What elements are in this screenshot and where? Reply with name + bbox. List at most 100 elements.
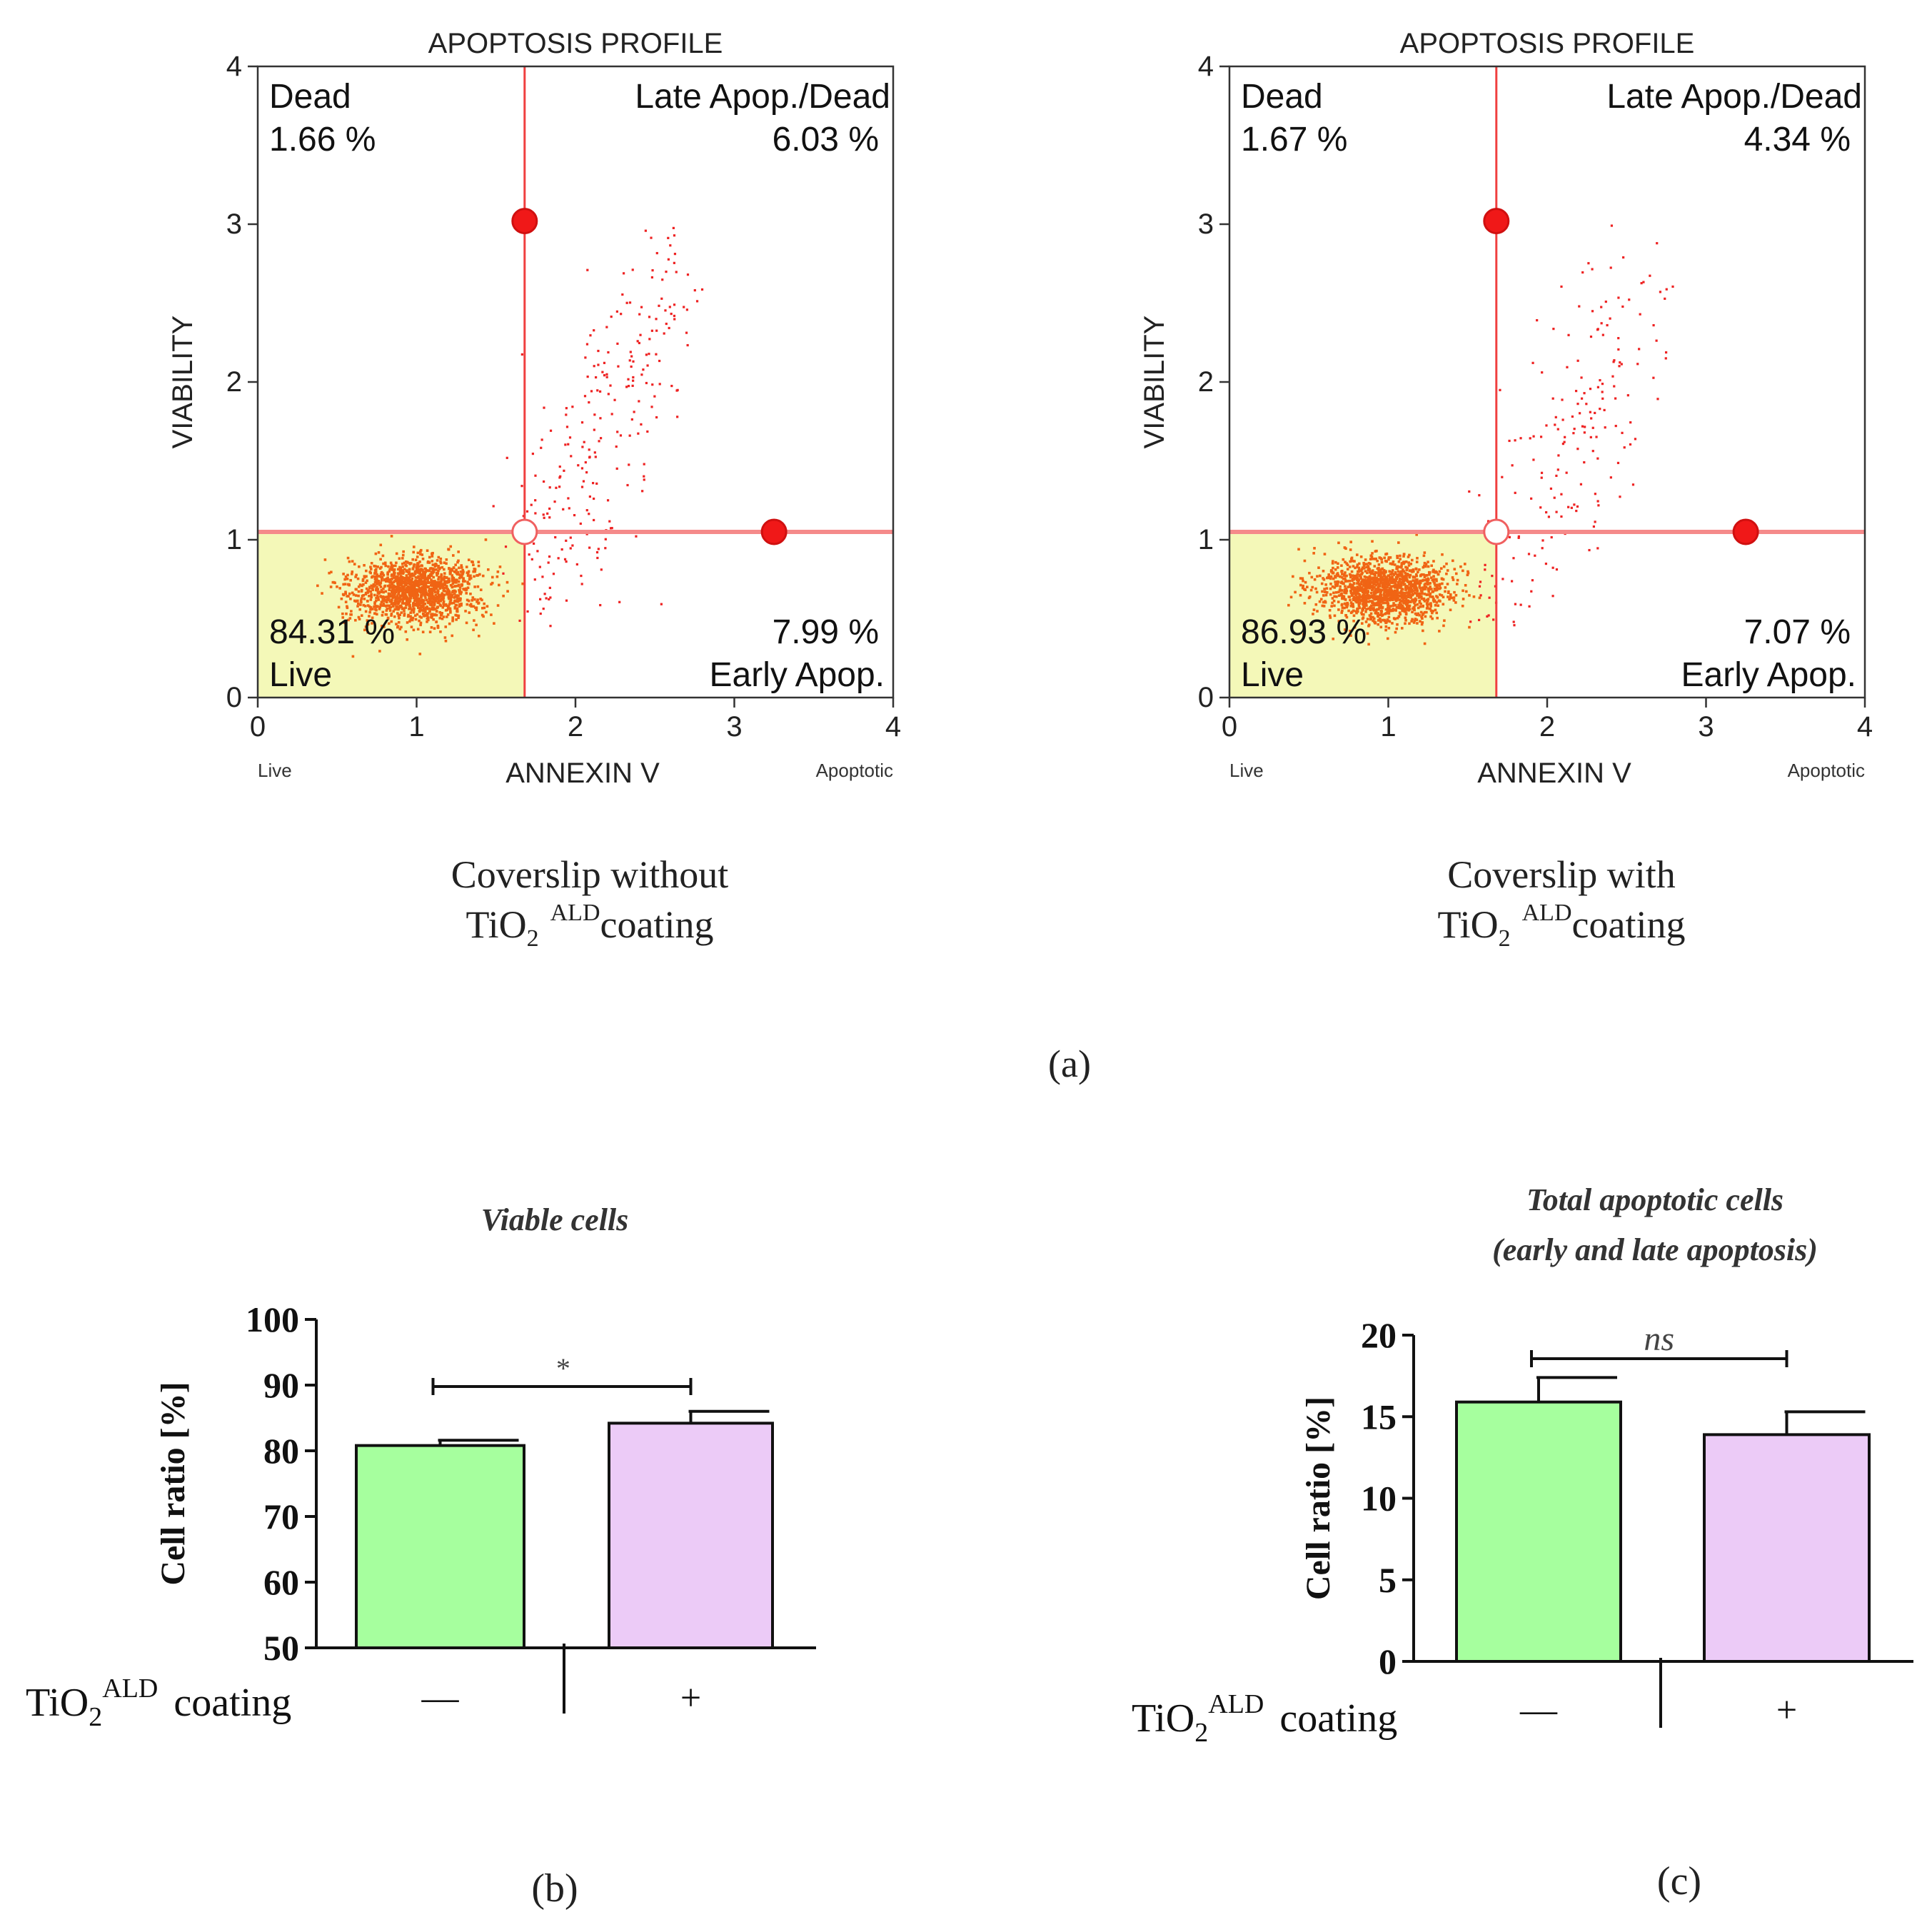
event-dot-live — [1419, 605, 1422, 608]
event-dot-live — [1405, 573, 1408, 577]
event-dot-live — [401, 600, 404, 603]
event-dot-live — [1333, 614, 1337, 618]
event-dot-live — [1427, 565, 1430, 568]
event-dot-live — [428, 567, 432, 570]
event-dot-live — [1387, 615, 1391, 619]
event-dot-live — [1468, 594, 1471, 597]
event-dot-live — [1358, 602, 1362, 605]
event-dot-live — [419, 623, 422, 627]
event-dot-live — [1409, 585, 1413, 588]
event-dot-live — [1404, 585, 1408, 588]
y-tick-label: 60 — [263, 1562, 299, 1602]
event-dot-live — [1337, 590, 1340, 594]
event-dot-apoptotic — [635, 535, 638, 538]
event-dot-apoptotic — [1567, 333, 1570, 336]
event-dot-live — [408, 568, 411, 571]
event-dot-live — [1376, 583, 1379, 585]
event-dot-live — [1394, 583, 1397, 585]
event-dot-live — [374, 570, 378, 574]
event-dot-live — [1403, 583, 1406, 586]
event-dot-apoptotic — [1614, 397, 1617, 400]
event-dot-apoptotic — [1591, 450, 1594, 453]
event-dot-live — [366, 623, 370, 626]
event-dot-live — [357, 615, 361, 619]
event-dot-apoptotic — [1655, 339, 1658, 342]
event-dot-live — [1426, 581, 1429, 585]
event-dot-live — [371, 616, 374, 620]
event-dot-apoptotic — [546, 512, 549, 515]
event-dot-apoptotic — [1556, 468, 1559, 471]
event-dot-live — [1411, 618, 1414, 621]
event-dot-live — [1401, 581, 1404, 585]
event-dot-live — [1384, 570, 1387, 574]
sample-caption-line1: Coverslip without — [451, 853, 729, 896]
event-dot-apoptotic — [1601, 397, 1604, 400]
event-dot-live — [1375, 602, 1378, 605]
event-dot-live — [1399, 574, 1402, 578]
event-dot-live — [423, 572, 427, 575]
event-dot-live — [1403, 599, 1407, 603]
event-dot-live — [1439, 567, 1443, 570]
event-dot-live — [1377, 603, 1380, 607]
event-dot-live — [466, 574, 470, 577]
event-dot-live — [420, 590, 423, 594]
event-dot-live — [395, 588, 398, 590]
event-dot-apoptotic — [1508, 535, 1511, 539]
event-dot-apoptotic — [1541, 547, 1544, 550]
event-dot-live — [1357, 589, 1360, 593]
event-dot-live — [1356, 563, 1359, 566]
event-dot-live — [366, 630, 369, 634]
event-dot-live — [386, 595, 390, 598]
event-dot-live — [418, 615, 421, 618]
event-dot-live — [459, 597, 462, 600]
event-dot-apoptotic — [625, 386, 628, 388]
event-dot-live — [1380, 560, 1384, 564]
event-dot-live — [1434, 603, 1437, 607]
event-dot-apoptotic — [1600, 322, 1603, 325]
event-dot-apoptotic — [641, 490, 644, 493]
event-dot-live — [347, 595, 350, 598]
event-dot-apoptotic — [636, 340, 639, 343]
event-dot-live — [370, 594, 373, 598]
event-dot-live — [1397, 580, 1400, 584]
event-dot-apoptotic — [1589, 388, 1592, 391]
event-dot-live — [421, 630, 425, 634]
event-dot-live — [357, 594, 360, 598]
x-axis-right-note: Apoptotic — [1788, 760, 1865, 781]
event-dot-apoptotic — [683, 306, 685, 308]
event-dot-apoptotic — [1596, 457, 1599, 460]
event-dot-apoptotic — [599, 437, 603, 440]
event-dot-live — [456, 607, 459, 610]
event-dot-live — [1344, 588, 1348, 590]
event-dot-live — [340, 597, 343, 600]
event-dot-live — [343, 583, 347, 585]
event-dot-apoptotic — [1659, 291, 1662, 293]
y-tick-label: 0 — [1198, 682, 1214, 713]
event-dot-live — [1402, 608, 1405, 611]
event-dot-live — [386, 616, 390, 620]
event-dot-live — [467, 558, 471, 562]
event-dot-live — [439, 630, 442, 633]
event-dot-live — [391, 602, 394, 605]
event-dot-live — [344, 590, 347, 594]
event-dot-live — [401, 570, 405, 573]
event-dot-live — [380, 565, 383, 569]
event-dot-apoptotic — [548, 516, 551, 519]
event-dot-live — [1320, 582, 1324, 585]
event-dot-live — [426, 561, 430, 564]
event-dot-apoptotic — [575, 563, 578, 566]
event-dot-live — [343, 621, 346, 625]
event-dot-live — [1364, 570, 1367, 573]
event-dot-live — [1369, 604, 1373, 608]
event-dot-live — [426, 614, 429, 618]
event-dot-live — [1287, 603, 1290, 607]
event-dot-apoptotic — [639, 333, 642, 336]
event-dot-live — [442, 597, 446, 600]
event-dot-apoptotic — [1664, 351, 1668, 354]
event-dot-apoptotic — [631, 384, 634, 387]
event-dot-live — [1344, 547, 1347, 550]
gate-handle — [760, 518, 788, 545]
event-dot-live — [387, 622, 391, 625]
event-dot-live — [434, 608, 437, 610]
